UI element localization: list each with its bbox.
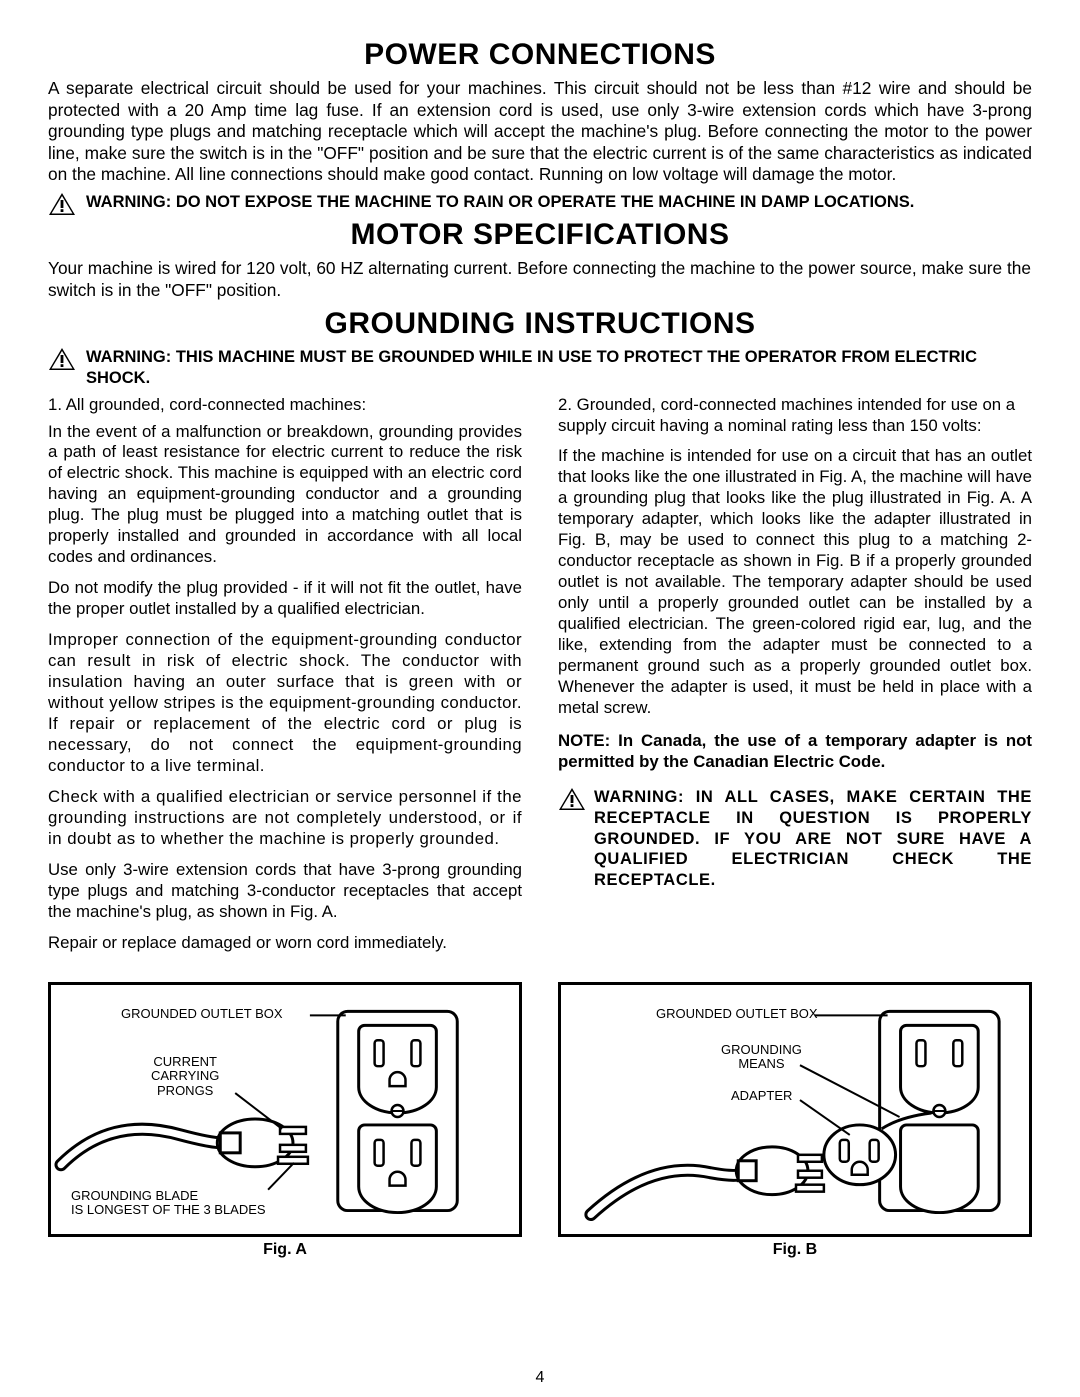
figure-b: GROUNDED OUTLET BOX GROUNDING MEANS ADAP… — [558, 982, 1032, 1237]
page-number: 4 — [0, 1369, 1080, 1387]
warning-receptacle-text: WARNING: IN ALL CASES, MAKE CERTAIN THE … — [594, 787, 1032, 890]
warning-ground-row: WARNING: THIS MACHINE MUST BE GROUNDED W… — [48, 347, 1032, 388]
heading-grounding: GROUNDING INSTRUCTIONS — [48, 307, 1032, 341]
left-item1: 1. All grounded, cord-connected machines… — [48, 395, 522, 416]
figA-caption: Fig. A — [48, 1241, 522, 1259]
warning-icon — [558, 787, 586, 811]
warning-ground-text: WARNING: THIS MACHINE MUST BE GROUNDED W… — [86, 347, 1032, 388]
left-p2: Do not modify the plug provided - if it … — [48, 578, 522, 620]
heading-power: POWER CONNECTIONS — [48, 38, 1032, 72]
power-paragraph: A separate electrical circuit should be … — [48, 78, 1032, 186]
right-column: 2. Grounded, cord-connected machines int… — [558, 395, 1032, 961]
figA-label-prongs: CURRENT CARRYING PRONGS — [151, 1055, 219, 1098]
warning-icon — [48, 347, 76, 371]
figB-caption: Fig. B — [558, 1241, 1032, 1259]
figure-b-svg — [561, 985, 1029, 1234]
figure-b-wrap: GROUNDED OUTLET BOX GROUNDING MEANS ADAP… — [558, 982, 1032, 1259]
warning-receptacle-row: WARNING: IN ALL CASES, MAKE CERTAIN THE … — [558, 787, 1032, 890]
warning-damp-row: WARNING: DO NOT EXPOSE THE MACHINE TO RA… — [48, 192, 1032, 216]
figA-label-outletbox: GROUNDED OUTLET BOX — [121, 1007, 283, 1021]
left-p3: Improper connection of the equipment-gro… — [48, 630, 522, 777]
right-note: NOTE: In Canada, the use of a temporary … — [558, 731, 1032, 773]
heading-motor: MOTOR SPECIFICATIONS — [48, 218, 1032, 252]
figB-label-outletbox: GROUNDED OUTLET BOX — [656, 1007, 818, 1021]
figures-row: GROUNDED OUTLET BOX CURRENT CARRYING PRO… — [48, 982, 1032, 1259]
warning-icon — [48, 192, 76, 216]
left-p1: In the event of a malfunction or breakdo… — [48, 422, 522, 569]
left-p4: Check with a qualified electrician or se… — [48, 787, 522, 850]
warning-damp-text: WARNING: DO NOT EXPOSE THE MACHINE TO RA… — [86, 192, 1032, 213]
right-item2: 2. Grounded, cord-connected machines int… — [558, 395, 1032, 437]
right-p1: If the machine is intended for use on a … — [558, 446, 1032, 719]
figB-label-grounding: GROUNDING MEANS — [721, 1043, 802, 1072]
figure-a-wrap: GROUNDED OUTLET BOX CURRENT CARRYING PRO… — [48, 982, 522, 1259]
two-column-body: 1. All grounded, cord-connected machines… — [48, 395, 1032, 961]
left-column: 1. All grounded, cord-connected machines… — [48, 395, 522, 961]
figA-label-blade: GROUNDING BLADE IS LONGEST OF THE 3 BLAD… — [71, 1189, 266, 1218]
motor-paragraph: Your machine is wired for 120 volt, 60 H… — [48, 258, 1032, 301]
left-p6: Repair or replace damaged or worn cord i… — [48, 933, 522, 954]
figure-a: GROUNDED OUTLET BOX CURRENT CARRYING PRO… — [48, 982, 522, 1237]
left-p5: Use only 3-wire extension cords that hav… — [48, 860, 522, 923]
figB-label-adapter: ADAPTER — [731, 1089, 792, 1103]
